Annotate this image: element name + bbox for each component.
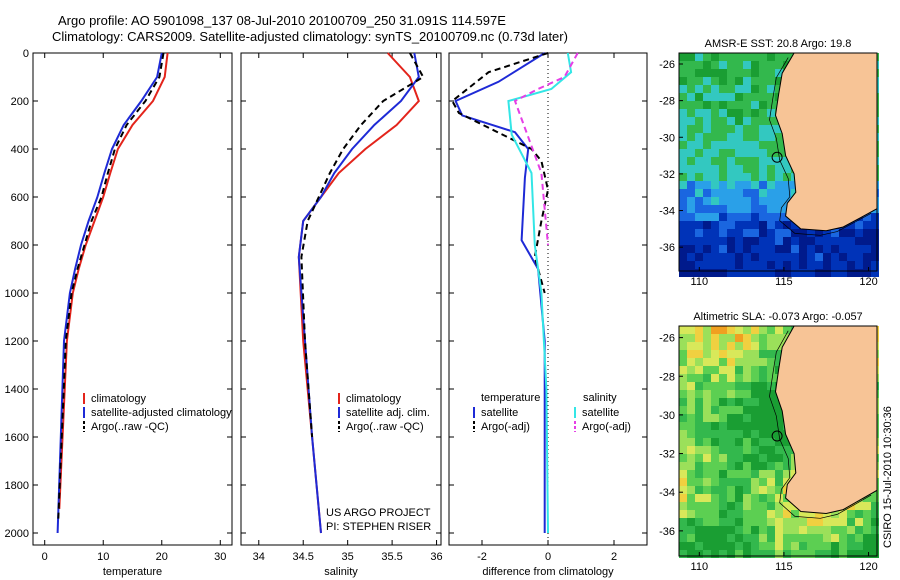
sla-map-xtick-label: 110 — [691, 561, 709, 573]
sal-legend-argo-label: Argo(..raw -QC) — [346, 421, 424, 433]
temp-series-argo-raw-qc- — [57, 52, 165, 522]
temp-ytick-label: 800 — [11, 240, 29, 252]
diff-legend-salinity-title: salinity — [583, 392, 617, 404]
diff-xtick-label: 0 — [545, 551, 551, 563]
temp-ytick-label: 0 — [23, 48, 29, 60]
sla-map-argo-marker — [771, 430, 783, 442]
sst-map-xtick-label: 110 — [691, 276, 709, 288]
sla-map-ytick-label: -32 — [659, 449, 675, 461]
sla-map-xtick-label: 115 — [775, 561, 793, 573]
diff-legend-temp-argo-label: Argo(-adj) — [481, 421, 530, 433]
sla-map-ytick-label: -26 — [659, 333, 675, 345]
diff-legend-sal-argo-label: Argo(-adj) — [582, 421, 631, 433]
temp-ytick-label: 1400 — [5, 384, 29, 396]
sst-map-ytick-label: -28 — [659, 96, 675, 108]
sst-map-title: AMSR-E SST: 20.8 Argo: 19.8 — [705, 38, 852, 50]
temp-series-climatology — [58, 52, 169, 510]
diff-legend-temperature-title: temperature — [481, 392, 540, 404]
temp-xlabel: temperature — [103, 566, 162, 578]
sst-map-xtick-label: 120 — [859, 276, 877, 288]
diff-xtick-label: 2 — [611, 551, 617, 563]
diff-xlabel: difference from climatology — [482, 566, 614, 578]
sst-map-ytick-label: -26 — [659, 59, 675, 71]
pi-note: PI: STEPHEN RISER — [326, 521, 431, 533]
sla-map-ytick-label: -30 — [659, 410, 675, 422]
sla-map-xtick-label: 120 — [859, 561, 877, 573]
temp-legend-argo-label: Argo(..raw -QC) — [91, 421, 169, 433]
sst-map-argo-marker — [771, 151, 783, 163]
sal-plot-frame — [240, 52, 442, 546]
sst-map-frame — [678, 52, 878, 272]
sla-map-land — [774, 325, 878, 515]
sal-series-argo-raw-qc- — [300, 52, 425, 438]
temp-ytick-label: 1800 — [5, 480, 29, 492]
temp-xtick-label: 30 — [214, 551, 226, 563]
temp-legend-climatology-label: climatology — [91, 393, 147, 405]
sal-xtick-label: 36 — [430, 551, 442, 563]
sst-map-land — [774, 52, 878, 232]
sal-legend-satellite-label: satellite adj. clim. — [346, 407, 430, 419]
sst-map-ytick-label: -32 — [659, 169, 675, 181]
sst-map-isobath — [769, 57, 872, 236]
sst-map-heatmap — [679, 53, 879, 277]
sla-map-ytick-label: -34 — [659, 487, 675, 499]
sla-map-isobath — [769, 330, 872, 519]
title-line-2: Climatology: CARS2009. Satellite-adjuste… — [52, 29, 568, 44]
diff-series-salinity-satellite — [507, 52, 573, 534]
sla-map-title: Altimetric SLA: -0.073 Argo: -0.057 — [693, 311, 862, 323]
sst-map-xtick-label: 115 — [775, 276, 793, 288]
temp-ytick-label: 1600 — [5, 432, 29, 444]
title-line-1: Argo profile: AO 5901098_137 08-Jul-2010… — [58, 13, 506, 28]
sal-xtick-label: 34 — [253, 551, 265, 563]
sal-xtick-label: 35 — [342, 551, 354, 563]
sst-map-ytick-label: -36 — [659, 242, 675, 254]
diff-xtick-label: -2 — [477, 551, 487, 563]
temp-ytick-label: 2000 — [5, 528, 29, 540]
diff-series-temperature-satellite — [454, 52, 546, 533]
sla-map-frame — [678, 325, 878, 557]
sal-series-climatology — [297, 52, 420, 534]
sla-map-ytick-label: -36 — [659, 526, 675, 538]
temp-series-satellite-adjusted-climatology — [56, 52, 163, 534]
sst-map-ytick-label: -30 — [659, 132, 675, 144]
sal-xtick-label: 34.5 — [293, 551, 314, 563]
temp-ytick-label: 200 — [11, 96, 29, 108]
temp-xtick-label: 20 — [156, 551, 168, 563]
diff-series-salinity-argo-adj- — [513, 52, 579, 246]
temp-xtick-label: 0 — [42, 551, 48, 563]
sal-legend-climatology-label: climatology — [346, 393, 402, 405]
temp-xtick-label: 10 — [97, 551, 109, 563]
temp-plot-frame — [32, 52, 233, 546]
sal-xtick-label: 35.5 — [381, 551, 402, 563]
sla-map-ytick-label: -28 — [659, 371, 675, 383]
sal-xlabel: salinity — [324, 566, 358, 578]
temp-ytick-label: 1000 — [5, 288, 29, 300]
temp-ytick-label: 600 — [11, 192, 29, 204]
sst-map-ytick-label: -34 — [659, 206, 675, 218]
diff-legend-temp-satellite-label: satellite — [481, 407, 518, 419]
diff-series-temperature-argo-adj- — [451, 52, 550, 294]
temp-legend-satellite-label: satellite-adjusted climatology — [91, 407, 232, 419]
temp-ytick-label: 400 — [11, 144, 29, 156]
temp-ytick-label: 1200 — [5, 336, 29, 348]
project-note: US ARGO PROJECT — [326, 507, 431, 519]
csiro-timestamp: CSIRO 15-Jul-2010 10:30:36 — [882, 406, 894, 548]
diff-legend-sal-satellite-label: satellite — [582, 407, 619, 419]
